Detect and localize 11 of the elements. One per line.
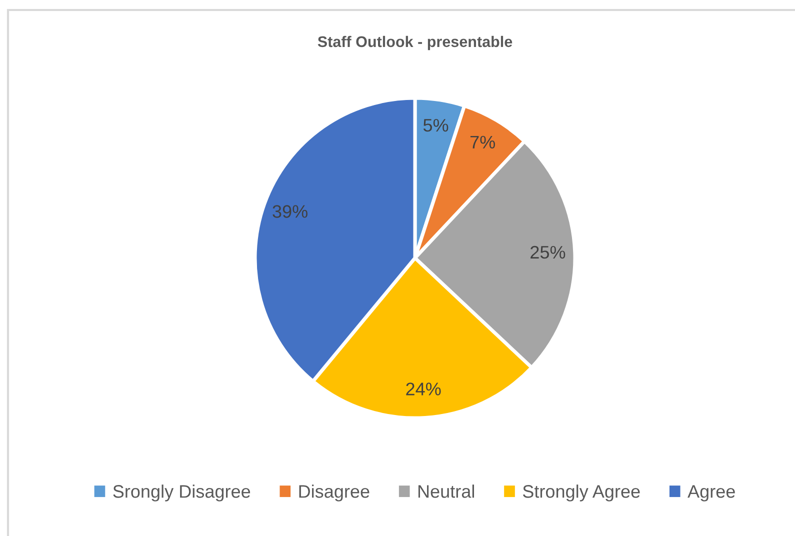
legend-label: Srongly Disagree bbox=[113, 484, 250, 502]
data-label: 25% bbox=[530, 246, 566, 259]
legend-label: Disagree bbox=[299, 484, 370, 502]
data-label: 39% bbox=[272, 205, 308, 218]
chart-title: Staff Outlook - presentable bbox=[318, 36, 512, 50]
data-label: 24% bbox=[406, 382, 441, 396]
data-label: 7% bbox=[470, 136, 496, 148]
data-label: 5% bbox=[423, 118, 448, 132]
legend-label: Neutral bbox=[418, 484, 474, 498]
legend-label: Strongly Agree bbox=[522, 484, 640, 502]
legend-label: Agree bbox=[688, 485, 735, 502]
